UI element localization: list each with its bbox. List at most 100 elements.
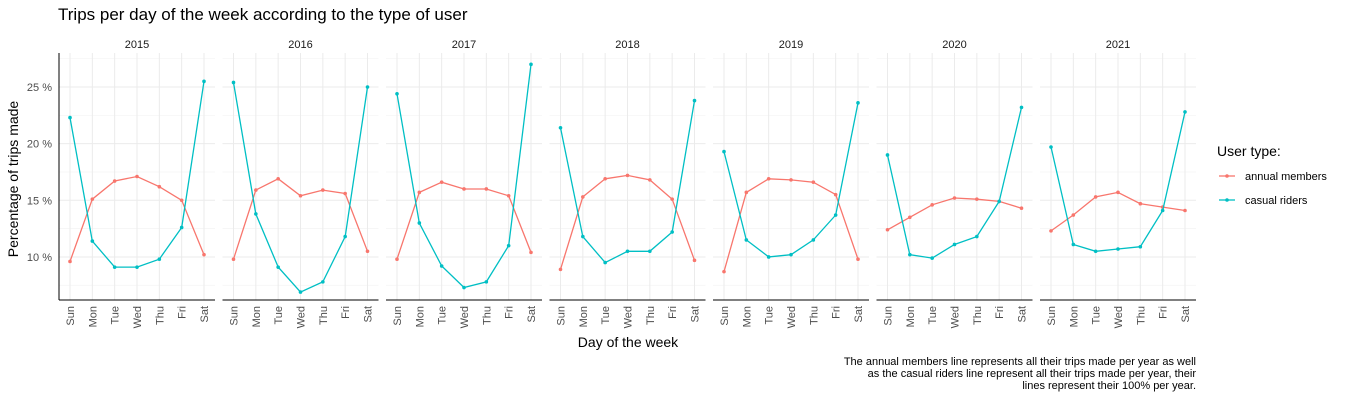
data-point [811,180,816,184]
data-point [1138,201,1143,206]
data-point [135,174,139,179]
x-tick-label: Mon [741,306,753,327]
x-tick-label: Wed [786,306,798,328]
panel-year-label: 2018 [615,39,639,51]
data-point [179,225,184,230]
x-tick-label: Mon [905,306,917,327]
x-tick-label: Sun [65,306,77,326]
x-tick-label: Sat [1017,306,1029,323]
x-tick-label: Mon [1068,306,1080,327]
data-point [885,153,890,157]
data-point [908,252,912,257]
data-point [885,227,890,232]
x-tick-label: Sun [719,306,731,326]
data-point [1019,206,1024,211]
data-point [529,250,533,255]
x-tick-label: Thu [645,306,657,325]
x-tick-label: Tue [110,306,122,325]
x-tick-label: Sat [1180,306,1192,323]
data-point [365,249,370,254]
data-point [833,213,838,217]
data-point [581,195,585,199]
data-point [625,249,630,254]
data-point [231,80,236,85]
legend-label: annual members [1245,171,1327,183]
legend-key-point [1225,174,1229,178]
x-tick-label: Wed [950,306,962,328]
panel-year-label: 2016 [288,39,312,51]
data-point [112,265,117,269]
data-point [766,255,771,259]
x-tick-label: Fri [994,306,1006,319]
panel-year-label: 2020 [942,39,966,51]
data-point [462,285,466,290]
x-tick-label: Thu [481,306,493,325]
x-tick-label: Sat [526,306,538,323]
data-point [157,257,162,262]
x-tick-label: Wed [296,306,308,328]
data-point [202,79,206,84]
x-tick-label: Wed [459,306,471,328]
data-point [484,187,489,191]
panel-2017: 2017 Sun Mon Tue Wed Thu Fri Sat [386,39,542,328]
x-tick-label: Sun [1046,306,1058,326]
data-point [789,252,793,257]
x-tick-label: Mon [87,306,99,327]
panel-2021: 2021 Sun Mon Tue Wed Thu Fri Sat [1040,39,1196,328]
legend: User type: annual members casual riders [1217,143,1327,207]
x-tick-label: Tue [600,306,612,325]
x-tick-label: Fri [177,306,189,319]
panel-year-label: 2015 [125,39,149,51]
data-point [298,193,303,198]
data-point [997,199,1001,204]
data-point [298,290,303,294]
y-tick-label: 10 % [27,252,52,264]
data-point [90,197,95,201]
data-point [395,91,399,96]
x-tick-label: Wed [1113,306,1125,328]
data-point [648,249,652,254]
data-point [766,176,771,181]
data-point [648,178,652,182]
panel-2020: 2020 Sun Mon Tue Wed Thu Fri Sat [876,39,1033,328]
data-point [975,197,979,201]
x-tick-label: Wed [132,306,144,328]
x-tick-label: Sat [853,306,865,323]
y-tick-label: 25 % [27,82,52,94]
data-point [952,196,957,200]
data-point [1093,195,1098,199]
x-tick-label: Sat [363,306,375,323]
data-point [856,101,860,105]
data-point [811,238,816,242]
x-tick-label: Sun [229,306,241,326]
data-point [343,234,347,239]
x-tick-label: Fri [667,306,679,319]
data-point [1071,242,1076,247]
data-point [157,184,162,189]
data-point [558,267,563,272]
y-axis-title: Percentage of trips made [5,101,21,258]
data-point [558,125,563,130]
panel-year-label: 2021 [1106,39,1130,51]
x-tick-label: Fri [1158,306,1170,319]
data-point [908,215,912,220]
y-tick-label: 20 % [27,139,52,151]
x-tick-label: Sun [392,306,404,326]
data-point [744,238,749,242]
data-point [625,173,630,178]
x-tick-label: Wed [623,306,635,328]
x-tick-label: Tue [437,306,449,325]
data-point [321,280,325,284]
data-point [506,243,511,248]
data-point [670,197,674,201]
x-tick-label: Sat [690,306,702,323]
data-point [112,179,117,183]
panel-2018: 2018 Sun Mon Tue Wed Thu Fri Sat [549,39,706,328]
data-point [722,269,726,274]
data-point [930,256,934,260]
data-point [1183,208,1187,213]
data-point [581,234,585,239]
caption-line: as the casual riders line represent all … [868,368,1197,380]
legend-label: casual riders [1245,195,1308,207]
data-point [603,176,607,181]
